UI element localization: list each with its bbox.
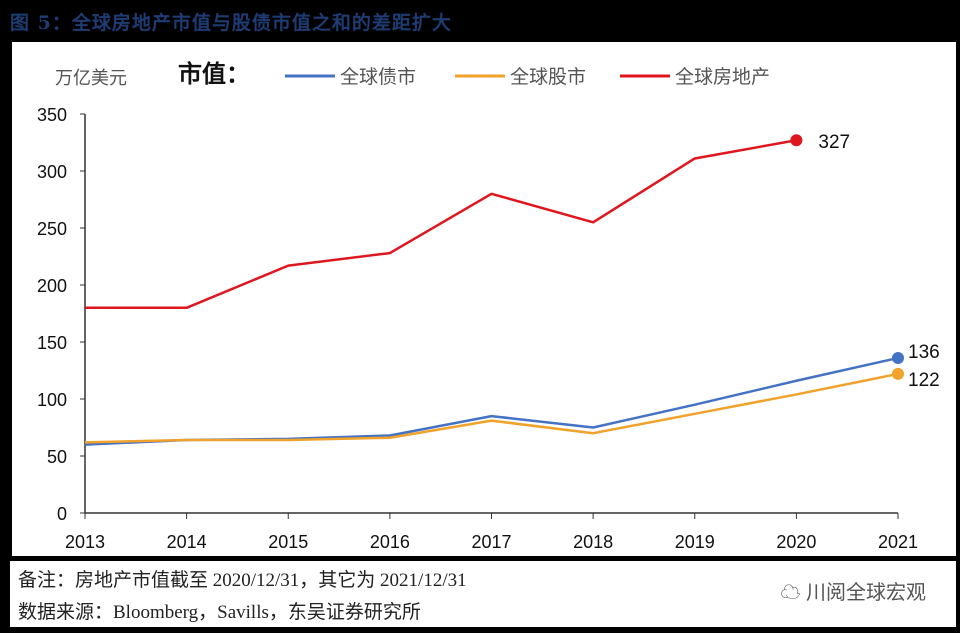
source-note: 数据来源：Bloomberg，Savills，东吴证券研究所: [18, 602, 421, 623]
x-tick-label: 2020: [776, 532, 816, 552]
legend-label: 全球债市: [340, 66, 416, 88]
y-tick-label: 250: [37, 219, 67, 239]
x-tick-label: 2016: [370, 532, 410, 552]
data-point: [790, 134, 803, 147]
footer: 备注：房地产市值截至 2020/12/31，其它为 2021/12/31 数据来…: [10, 561, 956, 627]
y-tick-label: 350: [37, 105, 67, 125]
chart-panel: [12, 42, 956, 556]
x-tick-label: 2019: [675, 532, 715, 552]
x-tick-label: 2021: [878, 532, 918, 552]
figure-title: 图 5：全球房地产市值与股债市值之和的差距扩大: [10, 12, 452, 34]
watermark: ☁ 川阅全球宏观: [780, 576, 926, 605]
footnote: 备注：房地产市值截至 2020/12/31，其它为 2021/12/31: [18, 570, 467, 591]
x-tick-label: 2018: [573, 532, 613, 552]
end-label: 136: [908, 342, 940, 363]
legend-label: 全球房地产: [675, 66, 770, 88]
legend-title: 市值：: [178, 60, 250, 88]
y-tick-label: 200: [37, 276, 67, 296]
series-line: [85, 138, 797, 310]
y-tick-label: 150: [37, 333, 67, 353]
x-tick-label: 2015: [268, 532, 308, 552]
y-tick-label: 0: [57, 504, 67, 524]
y-tick-label: 300: [37, 162, 67, 182]
end-label: 327: [818, 132, 850, 153]
y-axis-label: 万亿美元: [55, 68, 127, 89]
x-tick-label: 2017: [471, 532, 511, 552]
x-tick-label: 2014: [167, 532, 207, 552]
legend-label: 全球股市: [510, 66, 586, 88]
data-point: [892, 351, 904, 364]
end-label: 122: [908, 370, 940, 391]
x-tick-label: 2013: [65, 532, 105, 552]
watermark-text: 川阅全球宏观: [806, 582, 926, 604]
wechat-icon: ☁: [780, 582, 806, 604]
series-line: [84, 372, 899, 444]
data-point: [892, 367, 904, 380]
y-tick-label: 50: [47, 447, 67, 467]
series-line: [84, 356, 899, 446]
y-tick-label: 100: [37, 390, 67, 410]
